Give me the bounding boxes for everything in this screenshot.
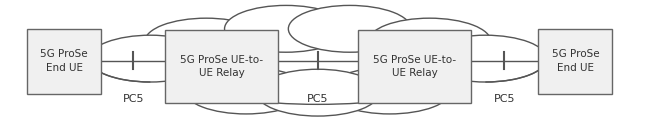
Text: 5G ProSe
End UE: 5G ProSe End UE <box>552 49 599 73</box>
Ellipse shape <box>225 5 348 52</box>
FancyBboxPatch shape <box>539 29 612 94</box>
Ellipse shape <box>424 35 547 82</box>
Ellipse shape <box>185 67 307 114</box>
FancyBboxPatch shape <box>27 29 101 94</box>
Ellipse shape <box>288 5 411 52</box>
Ellipse shape <box>256 69 379 116</box>
Text: PC5: PC5 <box>307 94 329 104</box>
Text: PC5: PC5 <box>494 94 515 104</box>
Ellipse shape <box>89 35 212 82</box>
Text: PC5: PC5 <box>123 94 144 104</box>
Text: 5G ProSe UE-to-
UE Relay: 5G ProSe UE-to- UE Relay <box>180 55 264 78</box>
Ellipse shape <box>328 67 451 114</box>
Text: 5G ProSe UE-to-
UE Relay: 5G ProSe UE-to- UE Relay <box>373 55 456 78</box>
Ellipse shape <box>158 22 477 99</box>
FancyBboxPatch shape <box>165 30 278 103</box>
Ellipse shape <box>145 18 267 65</box>
Text: 5G ProSe
End UE: 5G ProSe End UE <box>40 49 88 73</box>
FancyBboxPatch shape <box>359 30 471 103</box>
Ellipse shape <box>368 18 491 65</box>
